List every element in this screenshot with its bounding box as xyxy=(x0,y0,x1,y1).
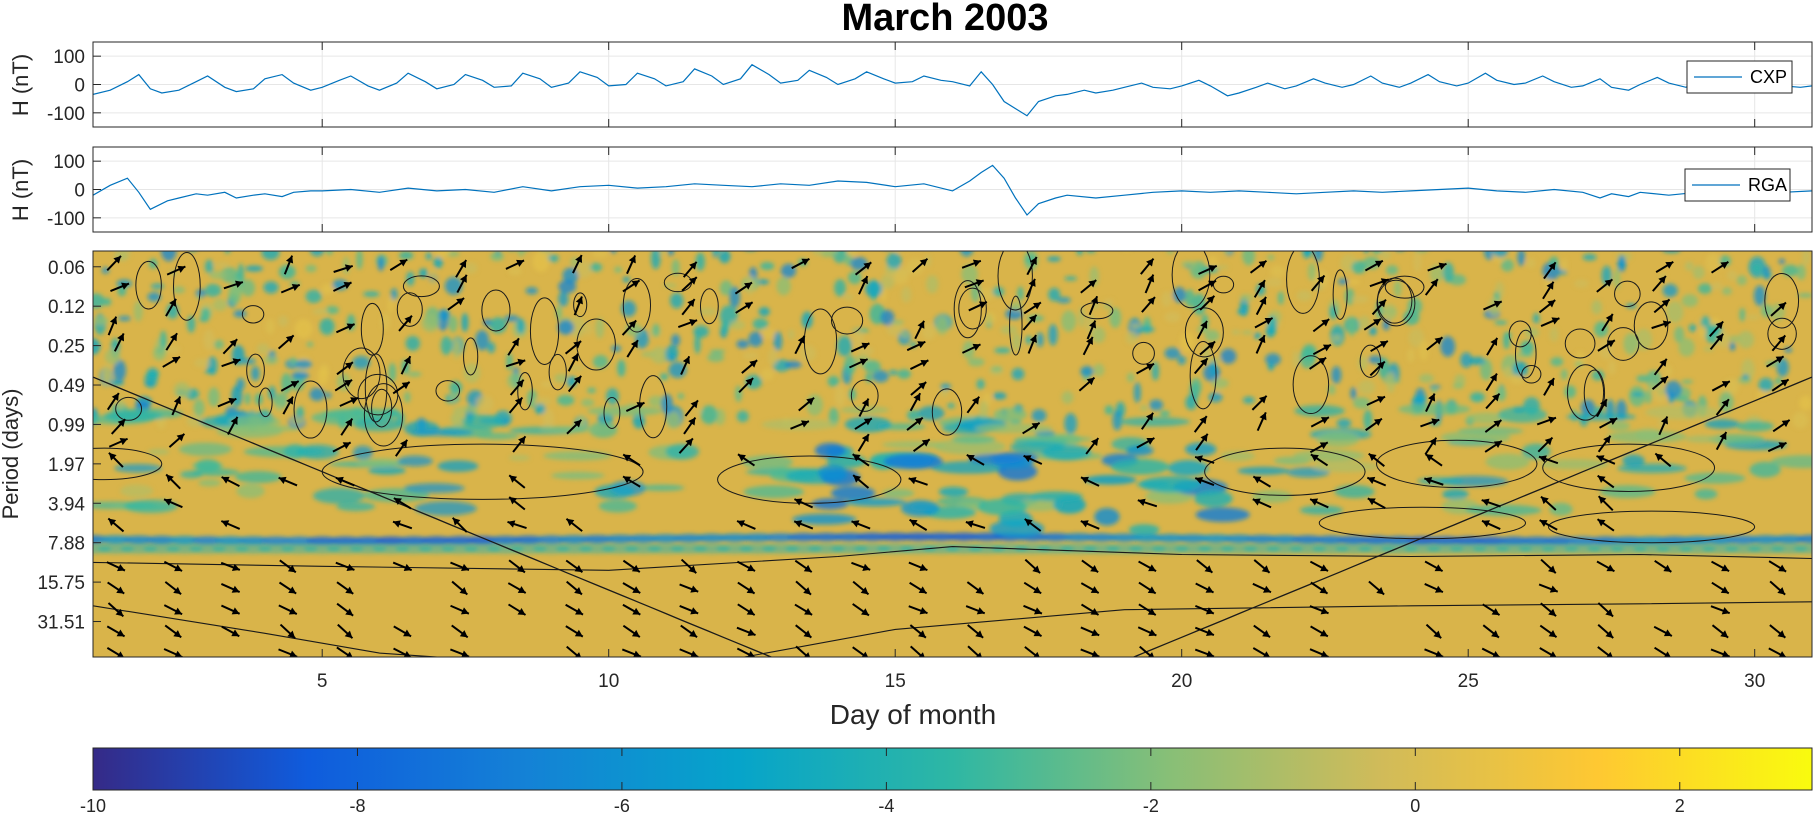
colorbar-tick-label: 0 xyxy=(1410,796,1420,816)
wavelet-y-tick-label: 1.97 xyxy=(48,455,85,476)
cxp-ylabel: H (nT) xyxy=(8,54,33,116)
colorbar-tick-label: -6 xyxy=(614,796,630,816)
y-tick-label: 100 xyxy=(53,152,85,173)
wavelet-x-tick-label: 15 xyxy=(885,671,906,692)
series-line-rga xyxy=(93,164,1812,216)
wavelet-y-tick-label: 0.06 xyxy=(48,258,85,279)
wavelet-x-tick-label: 10 xyxy=(598,671,619,692)
wavelet-y-tick-label: 0.12 xyxy=(48,297,85,318)
colorbar-tick-label: -2 xyxy=(1143,796,1159,816)
wavelet-x-tick-label: 25 xyxy=(1458,671,1479,692)
series-line-cxp xyxy=(93,63,1812,117)
wavelet-y-tick-label: 3.94 xyxy=(48,494,85,515)
phase-arrows xyxy=(106,254,1791,657)
wavelet-y-tick-label: 15.75 xyxy=(37,573,85,594)
wavelet-x-tick-label: 20 xyxy=(1171,671,1192,692)
panel-rga: 100 0 -100 H (nT) RGA xyxy=(8,146,1813,233)
y-tick-label: 0 xyxy=(74,76,85,97)
figure-title: March 2003 xyxy=(841,0,1048,39)
legend-label-cxp: CXP xyxy=(1750,67,1787,87)
wavelet-y-tick-label: 7.88 xyxy=(48,534,85,555)
cxp-x-ticks xyxy=(321,42,1756,127)
legend-cxp: CXP xyxy=(1686,60,1793,94)
wavelet-y-tick-label: 0.49 xyxy=(48,376,85,397)
wavelet-y-tick-label: 0.25 xyxy=(48,337,85,358)
wavelet-x-ticks: 5 10 15 20 25 30 xyxy=(317,649,1765,692)
panel-wavelet: 0.06 0.12 0.25 0.49 0.99 1.97 3.94 7.88 15.75 31.… xyxy=(0,250,1813,730)
y-tick-label: -100 xyxy=(47,104,85,125)
colorbar-tick-label: -10 xyxy=(80,796,106,816)
wavelet-xlabel: Day of month xyxy=(830,699,997,730)
legend-label-rga: RGA xyxy=(1748,175,1787,195)
colorbar: -10 -8 -6 -4 -2 0 2 xyxy=(80,747,1813,816)
colorbar-tick-label: 2 xyxy=(1675,796,1685,816)
wavelet-y-tick-label: 31.51 xyxy=(37,613,85,634)
cxp-y-ticks: 100 0 -100 xyxy=(47,47,101,125)
wavelet-x-tick-label: 5 xyxy=(317,671,328,692)
significance-contours xyxy=(93,251,1812,657)
wavelet-ylabel: Period (days) xyxy=(0,389,23,520)
wavelet-x-tick-label: 30 xyxy=(1744,671,1765,692)
colorbar-tick-label: -4 xyxy=(878,796,894,816)
wavelet-power-field xyxy=(93,251,1812,554)
wavelet-y-ticks: 0.06 0.12 0.25 0.49 0.99 1.97 3.94 7.88 15.75 31.… xyxy=(37,258,101,634)
rga-ylabel: H (nT) xyxy=(8,159,33,221)
cxp-grid xyxy=(93,42,1812,127)
y-tick-label: -100 xyxy=(47,209,85,230)
cone-of-influence xyxy=(93,376,1812,657)
colorbar-tick-label: -8 xyxy=(349,796,365,816)
colorbar-ticks: -10 -8 -6 -4 -2 0 2 xyxy=(80,748,1685,816)
panel-cxp: 100 0 -100 H (nT) CXP xyxy=(8,41,1813,128)
legend-rga: RGA xyxy=(1684,168,1791,202)
y-tick-label: 100 xyxy=(53,47,85,68)
wavelet-y-tick-label: 0.99 xyxy=(48,415,85,436)
rga-y-ticks: 100 0 -100 xyxy=(47,152,101,230)
rga-x-ticks xyxy=(321,147,1756,232)
y-tick-label: 0 xyxy=(74,181,85,202)
